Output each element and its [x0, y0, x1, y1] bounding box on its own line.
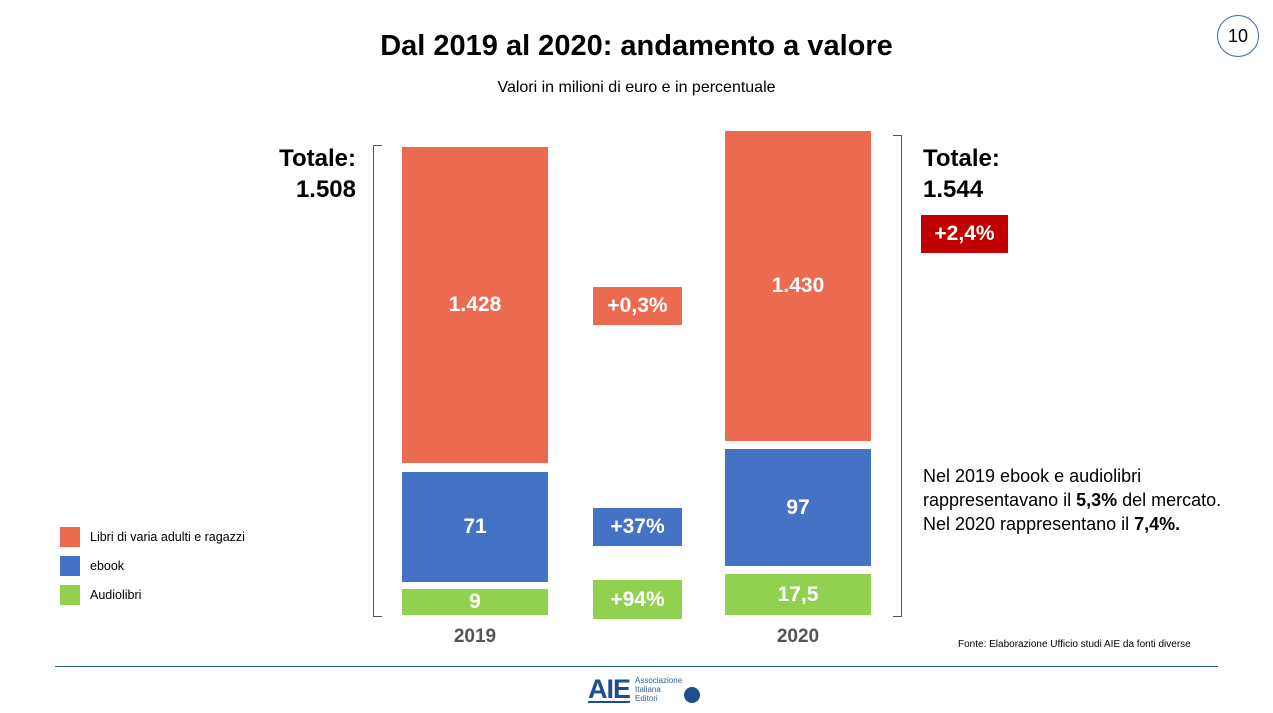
logo-line: Editori	[635, 694, 658, 703]
bar-2020-libri: 1.430	[725, 131, 871, 441]
footer-divider	[55, 666, 1218, 667]
total-label: Totale:	[923, 145, 1000, 172]
logo-badge-icon	[684, 686, 701, 703]
legend-item-audiolibri: Audiolibri	[60, 585, 141, 605]
logo-line: Italiana	[635, 685, 661, 694]
total-2019: Totale: 1.508	[230, 143, 356, 205]
source-note: Fonte: Elaborazione Ufficio studi AIE da…	[958, 639, 1191, 650]
legend-label: Audiolibri	[90, 588, 142, 602]
page-number: 10	[1217, 15, 1259, 57]
note-value-2019: 5,3%	[1076, 490, 1118, 510]
note-text: del mercato. Nel 2020 rappresentano il	[923, 490, 1222, 534]
legend-label: Libri di varia adulti e ragazzi	[90, 530, 245, 544]
note-value-2020: 7,4%.	[1134, 514, 1181, 534]
total-label: Totale:	[279, 145, 356, 172]
legend-swatch	[60, 527, 80, 547]
note-text: Nel 2019 ebook e audiolibri rappresentav…	[923, 466, 1142, 510]
legend-item-ebook: ebook	[60, 556, 124, 576]
total-2020: Totale: 1.544	[923, 143, 1000, 205]
legend-swatch	[60, 585, 80, 605]
bar-2020-ebook: 97	[725, 449, 871, 566]
bracket-2019	[373, 145, 382, 617]
bar-2020-audiolibri: 17,5	[725, 574, 871, 615]
total-change-badge: +2,4%	[921, 215, 1008, 253]
x-tick-2019: 2019	[453, 626, 497, 647]
logo-name: Associazione Italiana Editori	[635, 676, 682, 703]
legend-swatch	[60, 556, 80, 576]
bracket-2020	[893, 135, 902, 617]
bar-2019-audiolibri: 9	[402, 589, 548, 615]
x-tick-2020: 2020	[776, 626, 820, 647]
total-value: 1.508	[295, 176, 356, 203]
market-share-note: Nel 2019 ebook e audiolibri rappresentav…	[923, 464, 1253, 536]
aie-logo: AIE Associazione Italiana Editori	[588, 673, 701, 704]
slide-subtitle: Valori in milioni di euro e in percentua…	[497, 79, 776, 96]
legend-item-libri: Libri di varia adulti e ragazzi	[60, 527, 245, 547]
change-libri: +0,3%	[593, 287, 682, 325]
logo-line: Associazione	[635, 676, 683, 685]
bar-2019-libri: 1.428	[402, 147, 548, 463]
slide-title: Dal 2019 al 2020: andamento a valore	[380, 30, 893, 62]
logo-acronym: AIE	[588, 673, 631, 704]
legend-label: ebook	[90, 559, 125, 573]
change-ebook: +37%	[593, 508, 682, 546]
change-audiolibri: +94%	[593, 580, 682, 619]
total-value: 1.544	[923, 176, 984, 203]
bar-2019-ebook: 71	[402, 472, 548, 582]
